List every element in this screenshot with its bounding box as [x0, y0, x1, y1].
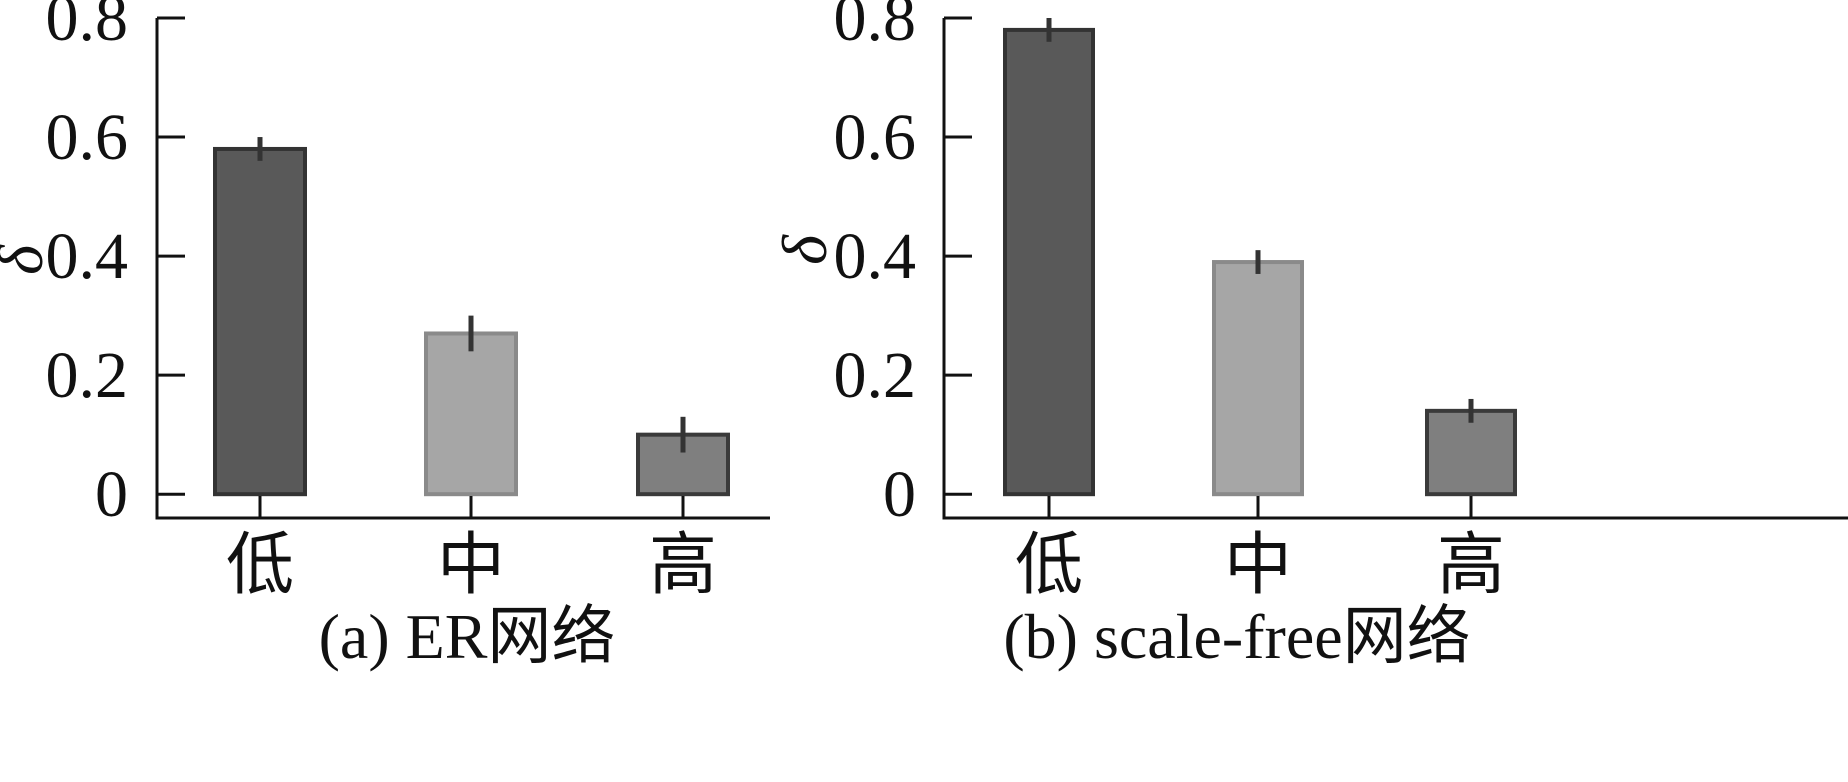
- panel-caption: (a) ER网络: [319, 601, 616, 672]
- y-tick-label: 0: [95, 458, 128, 531]
- panel-caption: (b) scale-free网络: [1003, 601, 1470, 672]
- chart-panel-a: 0 0.2 0.4 0.6 0.8 δ 低 中 高 (a) ER网络: [0, 0, 770, 672]
- bar: [424, 331, 518, 497]
- chart-panel-b: 0 0.2 0.4 0.6 0.8 δ 低 中 高(b) scale-free网络: [769, 0, 1848, 672]
- x-tick-label: 高: [1437, 527, 1505, 603]
- y-tick-label: 0.8: [46, 0, 129, 55]
- y-axis-label: δ: [0, 244, 56, 275]
- y-tick-label: 0.2: [46, 339, 129, 412]
- y-tick-label: 0.2: [834, 339, 917, 412]
- x-tick-label: 中: [1224, 527, 1292, 603]
- bar: [213, 146, 307, 497]
- bar: [1212, 260, 1304, 497]
- x-tick-label: 中: [437, 527, 505, 603]
- y-tick-label: 0.8: [834, 0, 917, 55]
- y-axis-label: δ: [769, 234, 840, 265]
- x-tick-label: 高: [649, 527, 717, 603]
- bar: [1003, 27, 1095, 497]
- y-tick-label: 0.6: [46, 101, 129, 174]
- y-tick-label: 0: [883, 458, 916, 531]
- y-tick-label: 0.6: [834, 101, 917, 174]
- bar: [1425, 408, 1517, 497]
- x-tick-label: 低: [226, 527, 294, 603]
- x-tick-label: 低: [1015, 527, 1083, 603]
- y-tick-label: 0.4: [834, 220, 917, 293]
- y-tick-label: 0.4: [46, 220, 129, 293]
